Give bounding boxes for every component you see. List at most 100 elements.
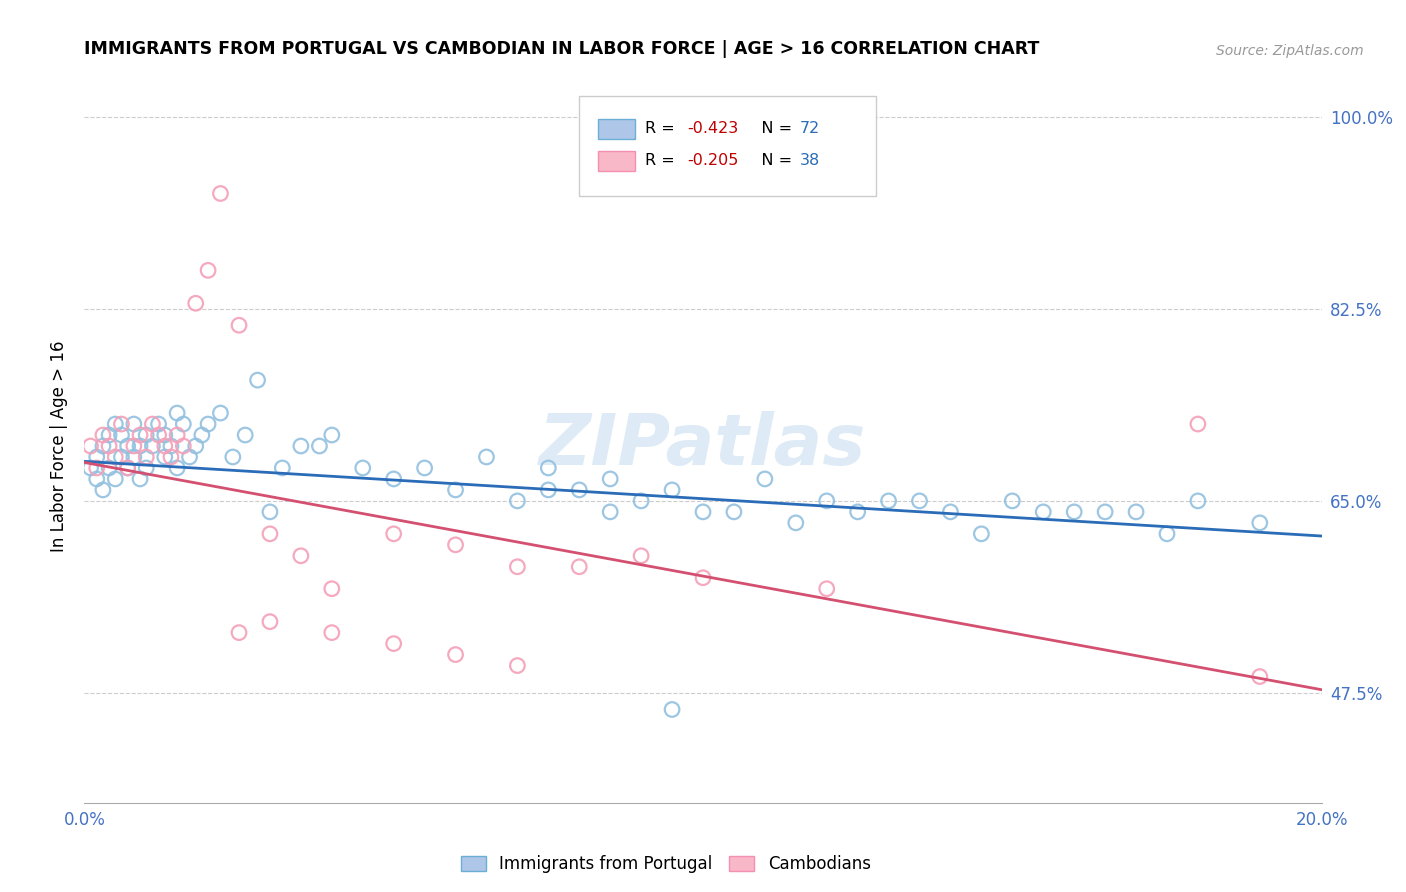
Text: Source: ZipAtlas.com: Source: ZipAtlas.com xyxy=(1216,44,1364,58)
Point xyxy=(153,428,176,442)
Text: -0.205: -0.205 xyxy=(688,153,738,168)
Point xyxy=(153,450,176,464)
Point xyxy=(290,439,312,453)
Point xyxy=(1249,516,1271,530)
Point xyxy=(129,428,152,442)
Bar xyxy=(598,152,636,171)
Point xyxy=(148,417,170,431)
Point xyxy=(1187,494,1209,508)
Point xyxy=(110,417,132,431)
Point xyxy=(599,472,621,486)
Point xyxy=(382,472,405,486)
Point xyxy=(970,526,993,541)
Point xyxy=(754,472,776,486)
Bar xyxy=(598,120,636,139)
Point xyxy=(166,461,188,475)
Y-axis label: In Labor Force | Age > 16: In Labor Force | Age > 16 xyxy=(51,340,69,552)
Point xyxy=(1156,526,1178,541)
Point xyxy=(172,439,194,453)
Point xyxy=(117,461,139,475)
Point xyxy=(661,483,683,497)
Text: N =: N = xyxy=(747,121,797,136)
Point xyxy=(129,439,152,453)
Point xyxy=(259,615,281,629)
Point xyxy=(815,494,838,508)
Point xyxy=(537,483,560,497)
Legend: Immigrants from Portugal, Cambodians: Immigrants from Portugal, Cambodians xyxy=(454,849,877,880)
Point xyxy=(444,538,467,552)
Point xyxy=(271,461,294,475)
Point xyxy=(104,472,127,486)
Point xyxy=(352,461,374,475)
Point xyxy=(846,505,869,519)
Point xyxy=(1032,505,1054,519)
Point xyxy=(79,461,101,475)
Point xyxy=(184,296,207,310)
Point xyxy=(98,439,121,453)
Point xyxy=(290,549,312,563)
Point xyxy=(661,702,683,716)
Point xyxy=(222,450,245,464)
Point xyxy=(135,428,157,442)
Point xyxy=(1094,505,1116,519)
Point xyxy=(939,505,962,519)
Point xyxy=(444,648,467,662)
Point xyxy=(197,417,219,431)
Point xyxy=(98,461,121,475)
Point xyxy=(122,417,145,431)
Point xyxy=(91,483,114,497)
Point xyxy=(259,526,281,541)
Point xyxy=(172,417,194,431)
Point xyxy=(110,450,132,464)
Point xyxy=(1001,494,1024,508)
Point xyxy=(135,461,157,475)
Text: R =: R = xyxy=(645,121,679,136)
Point xyxy=(1249,669,1271,683)
Point xyxy=(117,461,139,475)
Point xyxy=(86,461,108,475)
Point xyxy=(209,406,232,420)
Point xyxy=(630,549,652,563)
Point xyxy=(1063,505,1085,519)
Point xyxy=(104,450,127,464)
Point xyxy=(79,439,101,453)
Text: 72: 72 xyxy=(800,121,820,136)
Point xyxy=(413,461,436,475)
Point xyxy=(160,439,183,453)
Point xyxy=(98,428,121,442)
Point xyxy=(160,450,183,464)
Point xyxy=(723,505,745,519)
Point xyxy=(228,625,250,640)
Point xyxy=(506,494,529,508)
Point xyxy=(908,494,931,508)
Point xyxy=(233,428,256,442)
Point xyxy=(179,450,201,464)
Point xyxy=(382,526,405,541)
Point xyxy=(166,406,188,420)
Point xyxy=(135,450,157,464)
Point xyxy=(122,450,145,464)
Point xyxy=(382,637,405,651)
Point xyxy=(568,559,591,574)
Point xyxy=(321,582,343,596)
Text: IMMIGRANTS FROM PORTUGAL VS CAMBODIAN IN LABOR FORCE | AGE > 16 CORRELATION CHAR: IMMIGRANTS FROM PORTUGAL VS CAMBODIAN IN… xyxy=(84,40,1039,58)
Point xyxy=(86,450,108,464)
Point xyxy=(475,450,498,464)
Point xyxy=(785,516,807,530)
Point xyxy=(568,483,591,497)
Point xyxy=(91,428,114,442)
Point xyxy=(110,428,132,442)
Text: N =: N = xyxy=(747,153,797,168)
Point xyxy=(321,625,343,640)
Point xyxy=(129,472,152,486)
Point xyxy=(166,428,188,442)
Text: ZIPatlas: ZIPatlas xyxy=(540,411,866,481)
Point xyxy=(184,439,207,453)
Point xyxy=(209,186,232,201)
Point xyxy=(141,439,163,453)
Text: R =: R = xyxy=(645,153,679,168)
Point xyxy=(1125,505,1147,519)
Point xyxy=(815,582,838,596)
Text: 38: 38 xyxy=(800,153,820,168)
Point xyxy=(104,417,127,431)
